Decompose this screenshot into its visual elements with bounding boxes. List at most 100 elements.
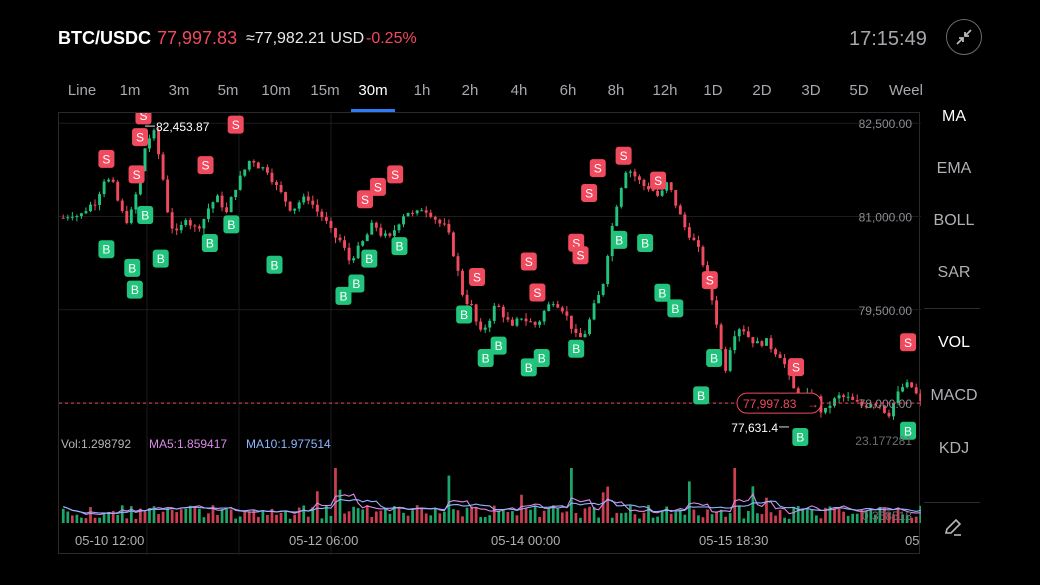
volume-bar <box>225 508 228 523</box>
volume-ma5: MA5:1.859417 <box>149 437 227 451</box>
trading-pair[interactable]: BTC/USDC <box>58 28 151 48</box>
candle-body <box>520 318 523 320</box>
indicator-vol[interactable]: VOL <box>937 334 970 351</box>
candle-body <box>107 179 111 182</box>
candle-body <box>628 171 632 173</box>
volume-bar <box>919 505 921 523</box>
volume-bar <box>601 492 605 523</box>
candle-body <box>588 319 591 334</box>
volume-bar <box>592 507 596 523</box>
tab-30m[interactable]: 30m <box>358 82 388 99</box>
volume-bar <box>384 508 387 523</box>
candle-body <box>261 167 265 169</box>
tab-5m[interactable]: 5m <box>217 82 239 99</box>
tab-2d[interactable]: 2D <box>752 82 772 99</box>
tab-10m[interactable]: 10m <box>261 82 291 99</box>
tab-15m[interactable]: 15m <box>310 82 340 99</box>
last-price: 77,997.83 <box>157 28 238 48</box>
indicator-macd[interactable]: MACD <box>930 387 978 404</box>
volume-bar <box>837 507 841 523</box>
candle-body <box>166 179 170 213</box>
volume-bar <box>247 511 251 523</box>
tab-line[interactable]: Line <box>67 82 97 99</box>
volume-bar <box>443 511 446 523</box>
candle-body <box>651 189 655 191</box>
candle-body <box>656 190 660 196</box>
tab-12h[interactable]: 12h <box>652 82 678 99</box>
chart-canvas[interactable]: 82,500.00 81,000.00 79,500.00 78,000.00 77,9… <box>59 113 921 555</box>
candle-body <box>846 396 850 398</box>
candle-body <box>715 300 719 325</box>
tab-4h[interactable]: 4h <box>510 82 528 99</box>
volume-bar <box>288 518 292 523</box>
sell-marker-label: S <box>136 131 144 145</box>
sell-marker-label: S <box>232 118 240 132</box>
tab-2h[interactable]: 2h <box>461 82 479 99</box>
buy-marker-label: B <box>131 283 139 297</box>
indicator-ma[interactable]: MA <box>942 108 966 125</box>
tab-1m[interactable]: 1m <box>119 82 141 99</box>
tab-8h[interactable]: 8h <box>607 82 625 99</box>
candle-body <box>411 212 415 214</box>
collapse-button[interactable] <box>946 19 982 55</box>
candle-body <box>89 204 92 212</box>
volume-bar <box>161 511 165 523</box>
volume-bar <box>588 506 591 523</box>
buy-marker-label: B <box>352 277 360 291</box>
volume-bar <box>452 509 455 523</box>
volume-bar <box>610 517 614 523</box>
volume-bar <box>647 505 650 523</box>
arrow-right-icon: → <box>807 397 819 411</box>
candle-body <box>315 204 319 212</box>
candle-body <box>501 306 505 318</box>
indicator-kdj[interactable]: KDJ <box>938 440 970 457</box>
tab-weel[interactable]: Weel <box>889 82 923 99</box>
candlestick-chart[interactable]: 82,500.00 81,000.00 79,500.00 78,000.00 77,9… <box>58 112 921 555</box>
volume-bar <box>98 517 101 523</box>
volume-bar <box>311 507 315 523</box>
candle-body <box>529 321 533 323</box>
volume-bar <box>266 515 269 523</box>
candle-body <box>143 148 147 172</box>
volume-bar <box>89 506 92 523</box>
buy-marker <box>706 349 723 368</box>
candle-body <box>855 399 859 402</box>
volume-bar <box>356 508 360 523</box>
tab-1d[interactable]: 1D <box>703 82 723 99</box>
pencil-edit-icon[interactable] <box>942 516 964 538</box>
tab-3m[interactable]: 3m <box>168 82 190 99</box>
buy-marker <box>223 215 240 234</box>
buy-marker-label: B <box>904 424 912 438</box>
volume-bar <box>497 510 501 523</box>
candle-body <box>538 321 542 325</box>
candle-body <box>334 228 337 238</box>
volume-bar <box>125 518 129 523</box>
candle-body <box>624 172 628 189</box>
candle-body <box>374 222 378 228</box>
candle-body <box>479 321 483 330</box>
tab-1h[interactable]: 1h <box>413 82 431 99</box>
volume-bar <box>783 517 786 523</box>
tab-6h[interactable]: 6h <box>559 82 577 99</box>
volume-bar <box>692 509 696 523</box>
candle-body <box>338 237 342 241</box>
indicator-sar[interactable]: SAR <box>937 264 971 281</box>
sell-marker <box>135 113 152 125</box>
tab-3d[interactable]: 3D <box>801 82 821 99</box>
volume-bar <box>352 506 355 523</box>
time-axis-label: 05-14 00:00 <box>491 533 560 548</box>
candle-body <box>506 317 510 320</box>
volume-bar <box>597 517 600 523</box>
candle-body <box>755 341 759 344</box>
candle-body <box>719 324 723 350</box>
sell-marker-label: S <box>577 249 585 263</box>
volume-bar <box>166 507 169 523</box>
sell-marker-label: S <box>139 113 147 123</box>
volume-bar <box>111 510 115 523</box>
volume-bar <box>474 506 478 523</box>
sell-marker <box>128 165 145 184</box>
indicator-ema[interactable]: EMA <box>936 160 972 177</box>
candle-body <box>533 322 537 325</box>
indicator-boll[interactable]: BOLL <box>933 212 975 229</box>
tab-5d[interactable]: 5D <box>849 82 869 99</box>
